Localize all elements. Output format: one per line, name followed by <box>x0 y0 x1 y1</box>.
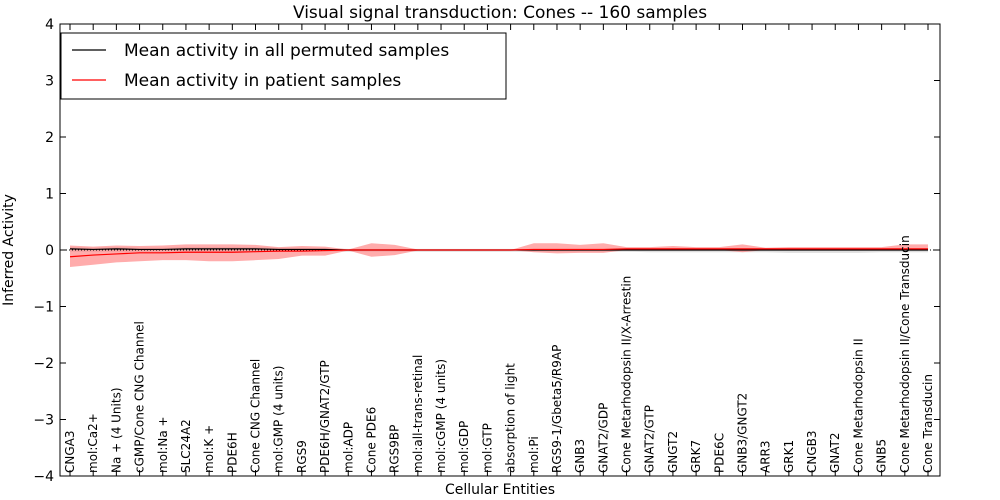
x-category-label: RGS9BP <box>388 425 402 473</box>
x-category-label: mol:ADP <box>341 422 355 473</box>
y-tick-label: −3 <box>33 413 54 429</box>
x-category-label: absorption of light <box>504 363 518 473</box>
x-category-label: GRK7 <box>689 440 703 473</box>
legend-permuted-label: Mean activity in all permuted samples <box>124 41 449 61</box>
y-tick-label: 2 <box>45 130 54 146</box>
x-category-label: mol:GDP <box>457 421 471 473</box>
y-axis-title: Inferred Activity <box>1 194 17 306</box>
x-category-label: Cone Metarhodopsin II/Cone Transducin <box>898 235 912 473</box>
x-category-label: GRK1 <box>782 440 796 473</box>
y-tick-label: 0 <box>45 243 54 259</box>
x-category-label: RGS9 <box>295 440 309 473</box>
x-category-label: GNB3 <box>573 439 587 473</box>
patient-range-band <box>70 243 928 267</box>
y-tick-label: −2 <box>33 356 54 372</box>
chart-title: Visual signal transduction: Cones -- 160… <box>293 3 707 23</box>
x-category-label: mol:GTP <box>480 423 494 473</box>
x-category-label: mol:Na + <box>156 416 170 473</box>
x-category-label: GNB3/GNGT2 <box>735 393 749 473</box>
x-category-label: GNAT2 <box>828 432 842 473</box>
x-category-label: mol:Ca2+ <box>86 413 100 473</box>
x-category-label: CNGB3 <box>805 430 819 473</box>
x-category-label: mol:Pi <box>527 436 541 473</box>
y-tick-label: 1 <box>45 187 54 203</box>
legend-patient-label: Mean activity in patient samples <box>124 71 401 91</box>
x-category-label: Cone PDE6 <box>364 407 378 473</box>
x-category-label: Na + (4 Units) <box>109 387 123 473</box>
y-tick-label: 3 <box>45 74 54 90</box>
x-category-label: ARR3 <box>759 440 773 473</box>
legend: Mean activity in all permuted samples Me… <box>60 32 507 100</box>
x-category-label: PDE6C <box>712 433 726 473</box>
x-category-label: mol:K + <box>202 425 216 473</box>
x-category-label: GNB5 <box>875 439 889 473</box>
x-category-label: mol:GMP (4 units) <box>272 366 286 473</box>
x-category-label: GNAT2/GTP <box>643 405 657 473</box>
patient-mean-line <box>69 248 928 258</box>
y-tick-label: −4 <box>33 469 54 485</box>
x-category-label: mol:cGMP (4 units) <box>434 359 448 473</box>
y-tick-label: −1 <box>33 300 54 316</box>
x-category-label: Cone Metarhodopsin II <box>851 338 865 473</box>
x-axis-title: Cellular Entities <box>445 482 555 498</box>
x-category-label: Cone Transducin <box>921 374 935 473</box>
legend-box <box>60 32 507 100</box>
y-tick-label: 4 <box>45 17 54 33</box>
x-category-label: cGMP/Cone CNG Channel <box>133 321 147 473</box>
x-category-label: GNGT2 <box>666 431 680 473</box>
x-category-label: RGS9-1/Gbeta5/R9AP <box>550 345 564 473</box>
x-category-label: GNAT2/GDP <box>596 403 610 473</box>
x-category-label: CNGA3 <box>63 431 77 474</box>
x-category-label: mol:all-trans-retinal <box>411 355 425 473</box>
x-category-label: PDE6H <box>225 432 239 473</box>
x-category-label: PDE6H/GNAT2/GTP <box>318 360 332 473</box>
x-category-label: SLC24A2 <box>179 419 193 473</box>
x-category-label: Cone Metarhodopsin II/X-Arrestin <box>620 276 634 473</box>
x-category-label: Cone CNG Channel <box>249 359 263 473</box>
